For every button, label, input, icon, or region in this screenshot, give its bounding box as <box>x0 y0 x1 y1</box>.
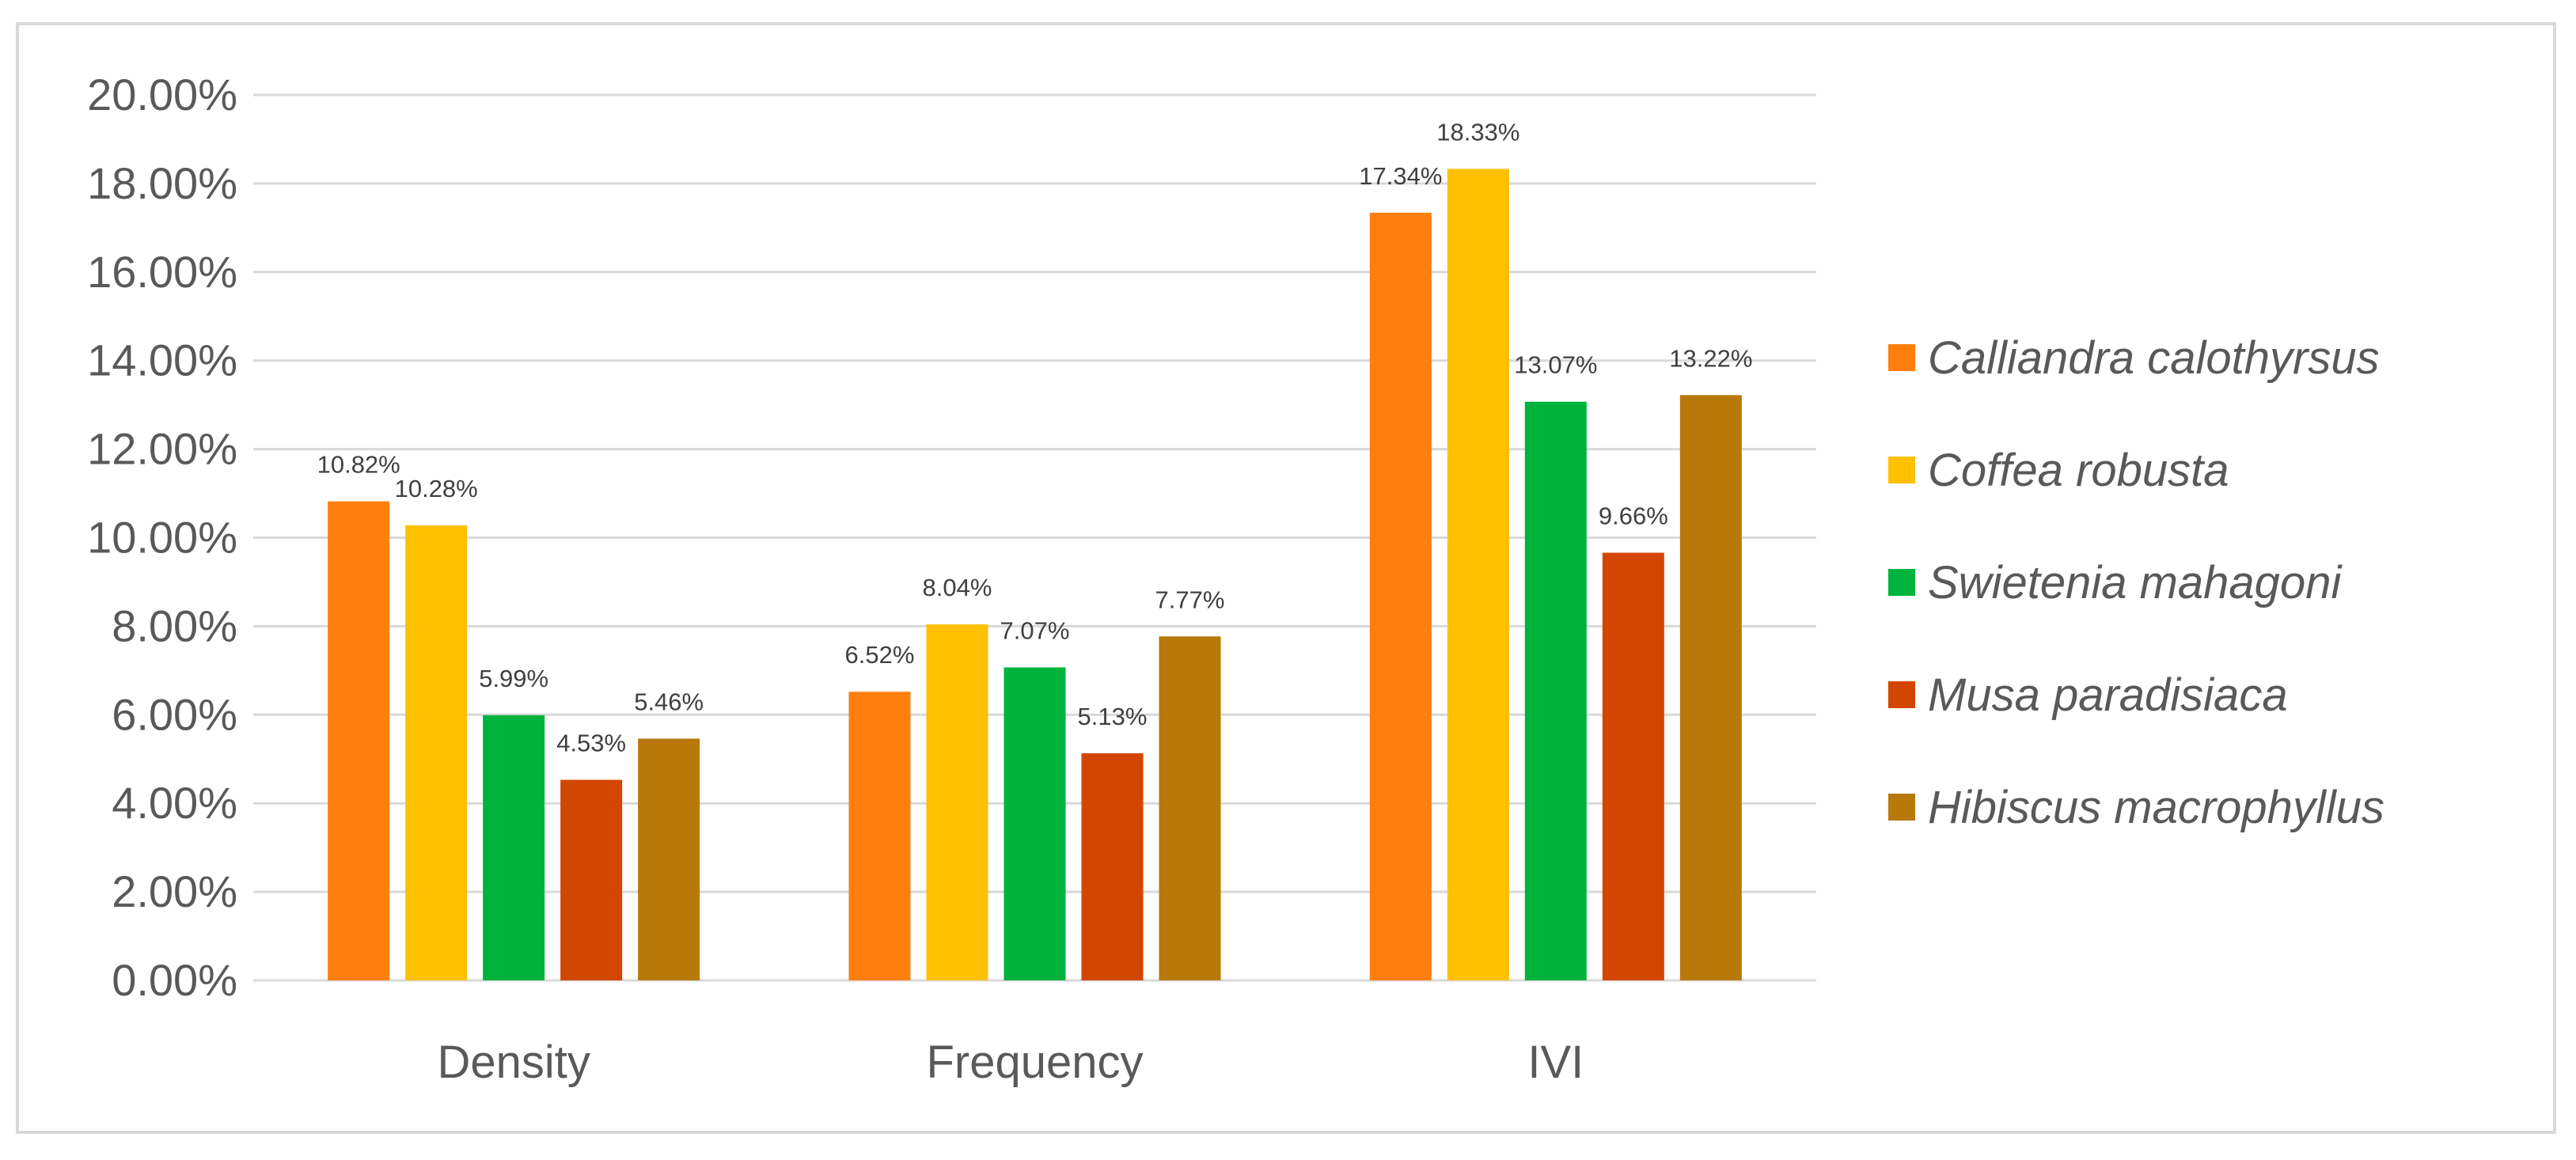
y-tick-label: 12.00% <box>87 424 237 474</box>
data-label: 8.04% <box>923 574 992 601</box>
legend-label: Swietenia mahagoni <box>1928 557 2343 608</box>
x-category-label: Density <box>437 1037 590 1088</box>
y-tick-label: 18.00% <box>87 158 237 208</box>
y-tick-label: 10.00% <box>87 513 237 563</box>
x-category-label: IVI <box>1527 1037 1584 1088</box>
data-label: 10.82% <box>317 451 400 479</box>
legend-swatch <box>1888 794 1915 821</box>
bar <box>1369 212 1432 980</box>
legend-label: Coffea robusta <box>1928 445 2229 496</box>
y-tick-label: 0.00% <box>112 955 237 1005</box>
data-label: 5.13% <box>1078 703 1148 730</box>
y-tick-label: 8.00% <box>112 601 237 650</box>
bar <box>1524 401 1587 980</box>
data-label: 5.99% <box>479 665 548 692</box>
bar <box>1003 667 1066 980</box>
bars <box>328 169 1742 980</box>
bar <box>848 692 911 980</box>
legend-label: Calliandra calothyrsus <box>1928 332 2380 384</box>
x-axis-categories: Density Frequency IVI <box>437 1037 1584 1088</box>
y-tick-label: 14.00% <box>87 335 237 385</box>
data-label: 7.07% <box>1000 616 1070 644</box>
data-label: 9.66% <box>1599 502 1668 530</box>
legend-item: Coffea robusta <box>1888 445 2229 496</box>
chart-frame: 0.00% 2.00% 4.00% 6.00% 8.00% 10.00% 12.00% 14.… <box>16 22 2556 1134</box>
bar <box>405 525 468 980</box>
data-label: 13.22% <box>1669 344 1752 372</box>
data-label: 5.46% <box>634 688 704 716</box>
data-label: 10.28% <box>395 475 478 502</box>
bar <box>1447 169 1509 980</box>
bar <box>1679 395 1742 980</box>
legend-item: Calliandra calothyrsus <box>1888 332 2380 384</box>
x-category-label: Frequency <box>926 1037 1143 1088</box>
bar <box>926 624 988 980</box>
legend-item: Musa paradisiaca <box>1888 669 2288 721</box>
y-tick-label: 6.00% <box>112 689 237 739</box>
bar <box>638 738 700 980</box>
bar <box>1159 636 1221 980</box>
data-label: 4.53% <box>556 730 626 757</box>
data-label: 6.52% <box>845 641 915 669</box>
data-label: 18.33% <box>1436 118 1519 146</box>
legend-item: Hibiscus macrophyllus <box>1888 782 2384 833</box>
legend-swatch <box>1888 681 1915 708</box>
data-label: 17.34% <box>1359 162 1442 190</box>
y-axis-ticks: 0.00% 2.00% 4.00% 6.00% 8.00% 10.00% 12.00% 14.… <box>87 70 237 1005</box>
y-tick-label: 2.00% <box>112 866 237 916</box>
legend-swatch <box>1888 569 1915 596</box>
bar <box>328 501 390 980</box>
legend-swatch <box>1888 344 1915 371</box>
legend-item: Swietenia mahagoni <box>1888 557 2343 608</box>
legend-label: Musa paradisiaca <box>1928 669 2288 721</box>
bar <box>1081 752 1144 980</box>
y-tick-label: 20.00% <box>87 70 237 119</box>
legend-swatch <box>1888 457 1915 483</box>
y-tick-label: 4.00% <box>112 778 237 828</box>
legend: Calliandra calothyrsus Coffea robusta Swie… <box>1888 332 2384 833</box>
bar <box>560 779 623 980</box>
bar <box>1602 552 1664 980</box>
bar-chart: 0.00% 2.00% 4.00% 6.00% 8.00% 10.00% 12.00% 14.… <box>87 70 2384 1088</box>
y-tick-label: 16.00% <box>87 247 237 297</box>
data-labels: 10.82%10.28% 5.99% 4.53% 5.46% 6.52% 8.04% 7.0… <box>317 118 1753 756</box>
data-label: 13.07% <box>1514 351 1597 379</box>
bar <box>483 715 545 980</box>
legend-label: Hibiscus macrophyllus <box>1928 782 2384 833</box>
data-label: 7.77% <box>1155 586 1225 613</box>
